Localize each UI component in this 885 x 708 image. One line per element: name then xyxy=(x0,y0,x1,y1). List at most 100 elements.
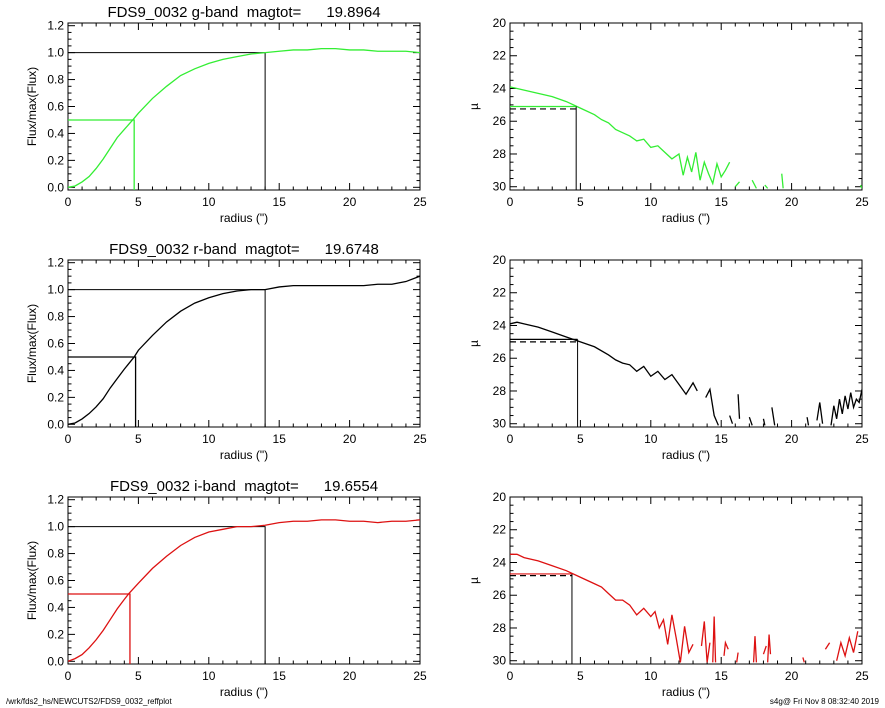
x-tick-label: 0 xyxy=(65,669,72,683)
x-tick-label: 20 xyxy=(343,432,357,446)
surface-brightness-line xyxy=(748,416,753,426)
y-tick-label: 28 xyxy=(493,621,507,635)
surface-brightness-line xyxy=(510,553,694,663)
y-tick-label: 30 xyxy=(493,654,507,668)
y-tick-label: 1.2 xyxy=(47,493,64,507)
x-axis-label: radius (") xyxy=(662,448,710,462)
surface-brightness-line xyxy=(806,417,810,426)
y-tick-label: 0.4 xyxy=(47,126,64,140)
x-axis-label: radius (") xyxy=(220,685,268,699)
chart-i-mu: 0 5 10 15 20 25 20 22 24 26 28 30 radius (") µ xyxy=(467,490,869,699)
y-tick-label: 0.4 xyxy=(47,363,64,377)
surface-brightness-line xyxy=(752,636,758,663)
y-tick-label: 30 xyxy=(493,180,507,194)
y-tick-label: 26 xyxy=(493,588,507,602)
x-tick-label: 15 xyxy=(715,195,729,209)
footer-path: /wrk/fds2_hs/NEWCUTS2/FDS9_0032_reffplot xyxy=(6,697,172,706)
y-tick-label: 1.2 xyxy=(47,19,64,33)
x-tick-label: 25 xyxy=(855,195,869,209)
x-tick-label: 5 xyxy=(577,195,584,209)
growth-curve-line xyxy=(68,47,420,188)
surface-brightness-line xyxy=(736,652,739,663)
y-tick-label: 0.8 xyxy=(47,547,64,561)
surface-brightness-line xyxy=(802,657,805,663)
growth-curve-line xyxy=(68,275,420,425)
x-tick-label: 5 xyxy=(135,432,142,446)
y-tick-label: 22 xyxy=(493,286,507,300)
half-light-radius-marker xyxy=(68,119,135,190)
surface-brightness-line xyxy=(771,407,776,426)
y-tick-label: 26 xyxy=(493,114,507,128)
x-tick-label: 0 xyxy=(507,669,514,683)
x-tick-label: 20 xyxy=(785,432,799,446)
x-tick-label: 25 xyxy=(413,669,427,683)
y-tick-label: 0.6 xyxy=(47,100,64,114)
surface-brightness-line xyxy=(781,173,784,189)
y-axis-label: µ xyxy=(467,340,481,347)
surface-brightness-line xyxy=(836,631,859,661)
y-tick-label: 0.6 xyxy=(47,337,64,351)
x-tick-label: 25 xyxy=(855,669,869,683)
surface-brightness-line xyxy=(824,642,831,650)
surface-brightness-line xyxy=(723,640,729,656)
y-tick-label: 0.0 xyxy=(47,417,64,431)
x-tick-label: 25 xyxy=(413,432,427,446)
x-tick-label: 25 xyxy=(855,432,869,446)
x-tick-label: 10 xyxy=(202,195,216,209)
x-tick-label: 10 xyxy=(202,432,216,446)
x-tick-label: 20 xyxy=(785,195,799,209)
y-tick-label: 20 xyxy=(493,490,507,504)
y-tick-label: 0.2 xyxy=(47,627,64,641)
y-tick-label: 26 xyxy=(493,351,507,365)
y-tick-label: 0.2 xyxy=(47,390,64,404)
x-axis-label: radius (") xyxy=(220,448,268,462)
half-light-radius-marker xyxy=(68,593,131,664)
plot-frame xyxy=(509,259,863,428)
y-tick-label: 30 xyxy=(493,417,507,431)
surface-brightness-line xyxy=(762,645,767,655)
x-tick-label: 0 xyxy=(65,195,72,209)
x-tick-label: 25 xyxy=(413,195,427,209)
x-tick-label: 10 xyxy=(644,195,658,209)
x-tick-label: 0 xyxy=(65,432,72,446)
x-tick-label: 15 xyxy=(273,195,287,209)
y-axis-label: µ xyxy=(467,577,481,584)
y-tick-label: 0.8 xyxy=(47,73,64,87)
surface-brightness-line xyxy=(705,387,719,426)
y-tick-label: 24 xyxy=(493,318,507,332)
y-tick-label: 28 xyxy=(493,147,507,161)
y-axis-label: Flux/max(Flux) xyxy=(25,541,39,620)
x-tick-label: 15 xyxy=(273,432,287,446)
y-tick-label: 0.0 xyxy=(47,654,64,668)
total-radius-marker xyxy=(68,289,266,427)
total-radius-marker xyxy=(68,526,266,664)
y-axis-label: Flux/max(Flux) xyxy=(25,304,39,383)
y-tick-label: 0.4 xyxy=(47,600,64,614)
surface-brightness-line xyxy=(712,616,717,663)
x-axis-label: radius (") xyxy=(662,211,710,225)
y-tick-label: 28 xyxy=(493,384,507,398)
plot-frame xyxy=(67,22,421,191)
chart-title: FDS9_0032 g-band magtot= 19.8964 xyxy=(107,4,380,21)
x-tick-label: 15 xyxy=(273,669,287,683)
surface-brightness-line xyxy=(751,179,757,189)
x-tick-label: 15 xyxy=(715,669,729,683)
x-tick-label: 10 xyxy=(644,669,658,683)
chart-g-mu: 0 5 10 15 20 25 20 22 24 26 28 30 radius (") µ xyxy=(467,16,869,225)
x-tick-label: 5 xyxy=(135,669,142,683)
x-tick-label: 5 xyxy=(135,195,142,209)
y-tick-label: 22 xyxy=(493,49,507,63)
x-tick-label: 0 xyxy=(507,432,514,446)
surface-brightness-line xyxy=(700,621,711,663)
surface-brightness-line xyxy=(816,402,824,424)
y-tick-label: 24 xyxy=(493,555,507,569)
x-axis-label: radius (") xyxy=(662,685,710,699)
x-tick-label: 20 xyxy=(343,669,357,683)
surface-brightness-line xyxy=(510,321,698,396)
total-radius-marker xyxy=(68,52,266,190)
plot-frame xyxy=(509,496,863,665)
x-tick-label: 20 xyxy=(785,669,799,683)
y-tick-label: 20 xyxy=(493,16,507,30)
surface-brightness-line xyxy=(764,184,769,189)
